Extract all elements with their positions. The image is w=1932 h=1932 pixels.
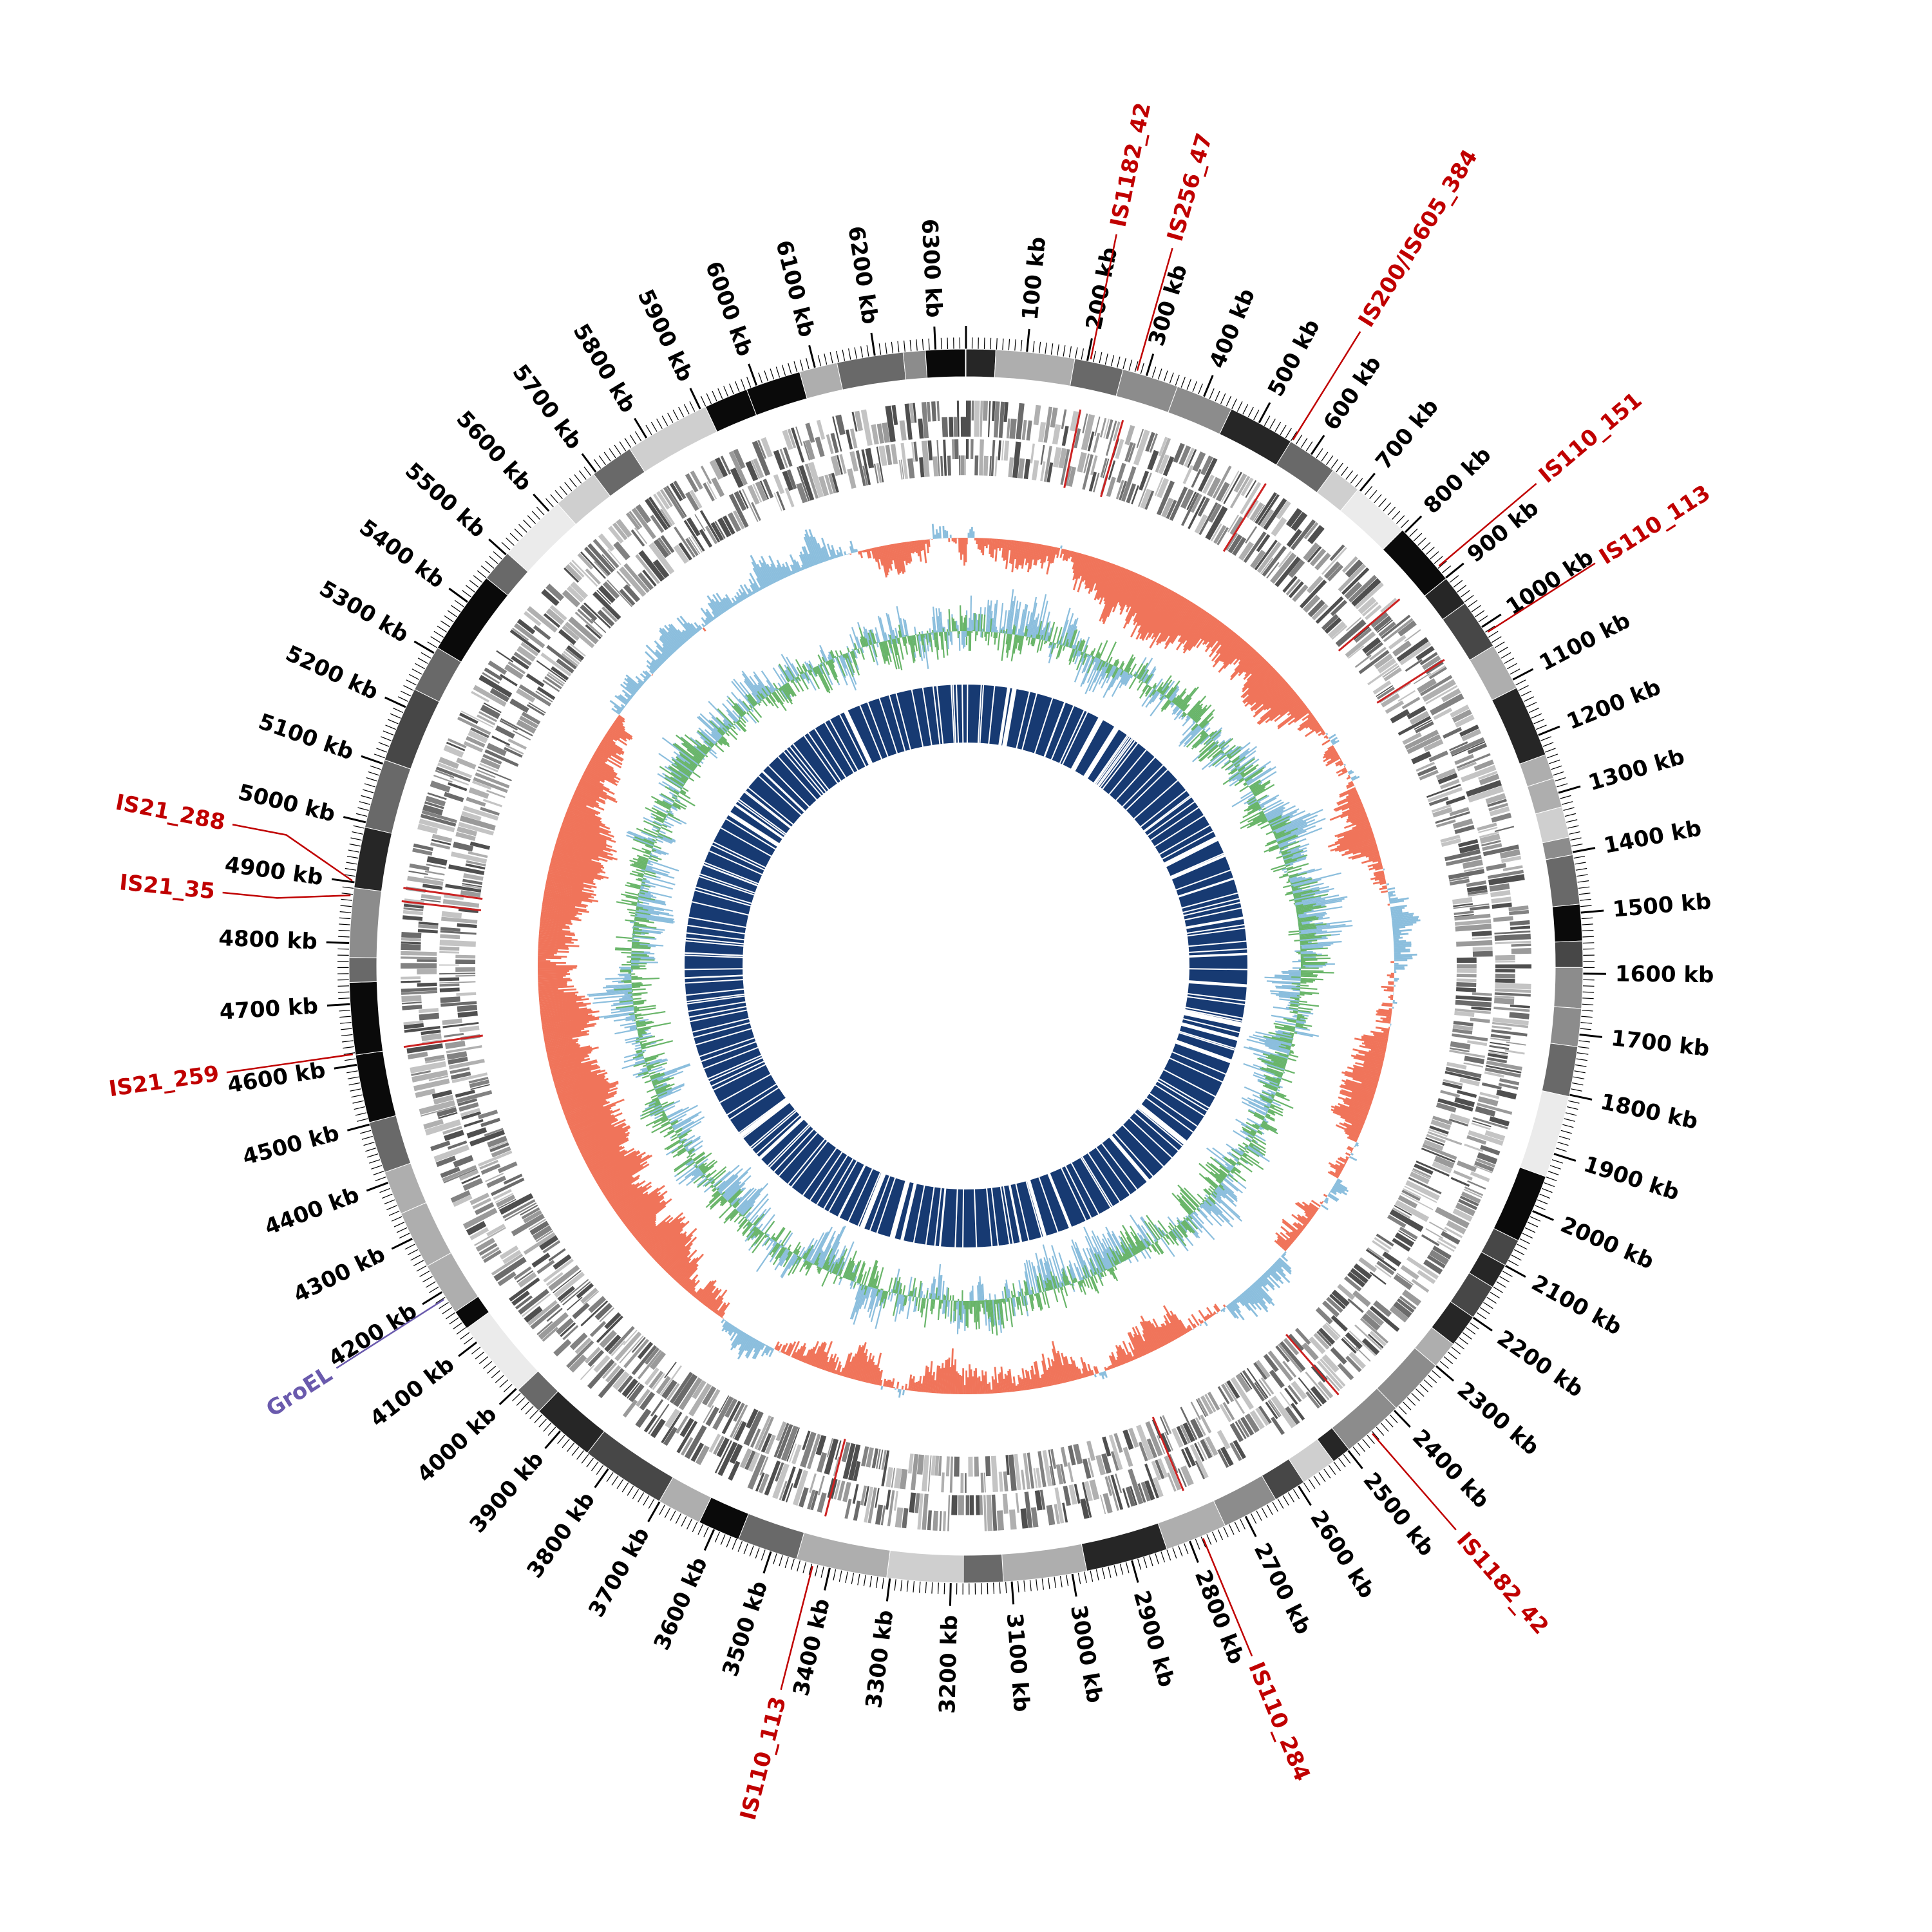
annotation-line [1292, 331, 1361, 440]
ideogram-ring [348, 348, 1584, 1584]
annotation-line [1372, 1433, 1457, 1531]
annotation-line [222, 891, 351, 899]
annotation-line [1202, 1538, 1253, 1657]
annotation-line [1487, 562, 1596, 633]
annotation-mark [1151, 1416, 1185, 1492]
gene-track-reverse [439, 439, 1493, 1493]
coverage-ring [683, 683, 1249, 1249]
annotation-mark [403, 887, 483, 900]
gc-skew-track [587, 589, 1353, 1336]
annotation-mark [1100, 419, 1124, 497]
annotation-mark [1222, 483, 1267, 553]
gc-content-track [537, 524, 1421, 1398]
tick-label: 4700 kb [219, 993, 319, 1025]
tick-label: 4800 kb [218, 925, 318, 955]
annotation-mark [1376, 659, 1445, 704]
annotation-line [1136, 247, 1173, 371]
annotation-line [336, 1298, 444, 1369]
annotation-mark [1338, 598, 1401, 652]
annotation-mark [403, 1034, 483, 1048]
tick-label: 6300 kb [916, 218, 947, 318]
annotation-mark [401, 900, 482, 912]
annotation-mark [824, 1439, 846, 1517]
annotation-line [1090, 234, 1117, 359]
tick-ring [326, 326, 1606, 1606]
annotation-line [1438, 482, 1537, 567]
tick-label: 3200 kb [934, 1615, 963, 1714]
annotation-mark [1285, 1334, 1340, 1396]
annotation-line [780, 1566, 813, 1690]
annotation-line [232, 824, 353, 882]
annotation-line [226, 1053, 353, 1074]
tick-label: 1600 kb [1615, 961, 1714, 988]
annotation-mark [1063, 409, 1082, 488]
